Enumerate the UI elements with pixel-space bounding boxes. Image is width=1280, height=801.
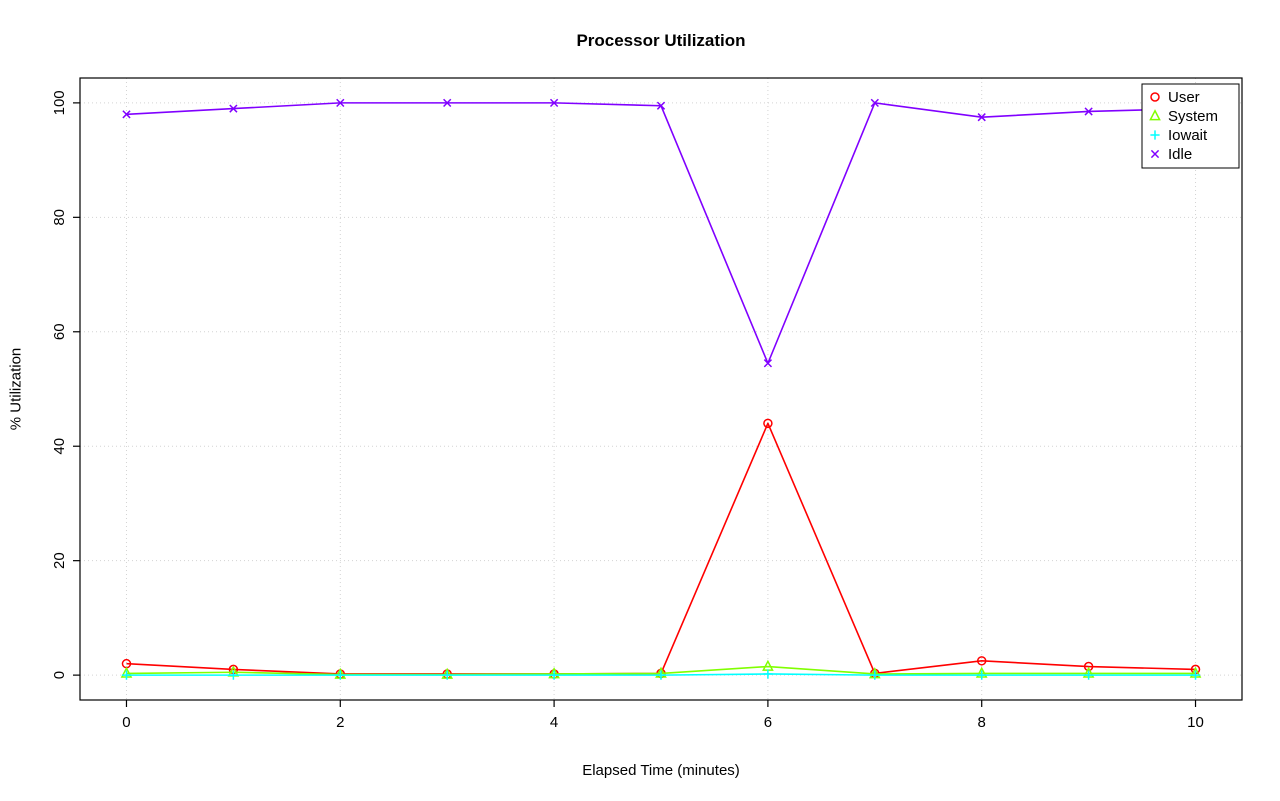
plus-marker (228, 670, 238, 680)
x-tick-label: 10 (1187, 714, 1204, 731)
y-tick-label: 100 (51, 90, 68, 115)
x-tick-label: 2 (336, 714, 344, 731)
plus-marker (335, 670, 345, 680)
series-iowait (121, 669, 1201, 680)
x-axis-label: Elapsed Time (minutes) (582, 762, 740, 779)
series-line-idle (126, 102, 1196, 365)
plus-marker (870, 670, 880, 680)
triangle-marker (1149, 109, 1161, 121)
x-marker (656, 101, 666, 110)
plus-marker (442, 670, 452, 680)
series-user (121, 418, 1201, 679)
legend-label-iowait: Iowait (1168, 127, 1208, 144)
series-idle (122, 98, 1200, 368)
x-marker (1084, 107, 1093, 116)
circle-marker (976, 656, 987, 666)
y-tick-label: 20 (51, 552, 68, 569)
grid (80, 78, 1242, 700)
x-tick-label: 8 (978, 714, 986, 731)
x-tick-label: 4 (550, 714, 558, 731)
x-marker (336, 98, 345, 108)
plus-marker (656, 670, 666, 680)
legend: User System Iowait Idle (1141, 83, 1240, 169)
circle-marker (1150, 92, 1160, 102)
x-tick-label: 0 (122, 714, 130, 731)
x-marker (1150, 149, 1160, 159)
x-marker (763, 359, 773, 368)
x-marker (443, 98, 452, 108)
x-marker (229, 104, 238, 113)
y-axis-label: % Utilization (7, 347, 25, 431)
plus-marker (1150, 130, 1160, 140)
plus-marker (763, 669, 773, 679)
plot-box (79, 77, 1243, 701)
y-tick-label: 60 (51, 323, 68, 340)
series-line-user (126, 422, 1196, 675)
x-marker (977, 113, 986, 122)
legend-label-idle: Idle (1168, 146, 1192, 163)
x-marker (549, 98, 559, 108)
plus-marker (121, 670, 132, 680)
y-tick-label: 40 (51, 438, 68, 455)
x-marker (122, 110, 131, 119)
chart-title: Processor Utilization (576, 31, 746, 50)
plus-marker (1084, 670, 1094, 680)
y-tick-label: 0 (51, 671, 68, 679)
legend-label-user: User (1168, 89, 1200, 106)
x-tick-label: 6 (764, 714, 772, 731)
x-marker (870, 98, 879, 108)
plus-marker (549, 670, 559, 680)
legend-label-system: System (1168, 108, 1218, 125)
circle-marker (763, 418, 773, 429)
y-tick-label: 80 (51, 209, 68, 226)
plus-marker (977, 670, 987, 680)
plus-marker (1190, 670, 1201, 680)
